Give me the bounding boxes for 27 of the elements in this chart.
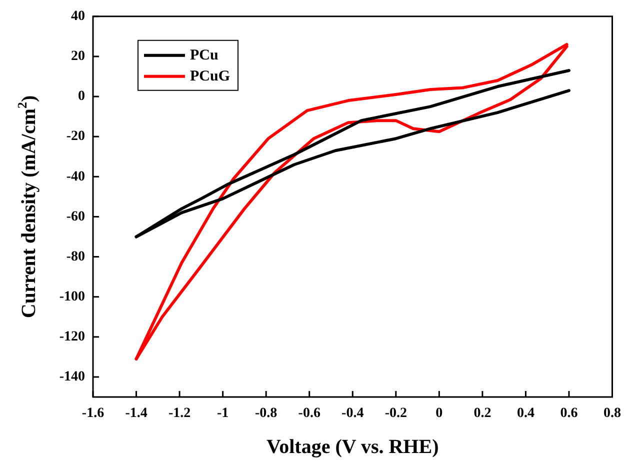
- x-tick-label: 0.6: [560, 406, 578, 422]
- x-tick-label: -1.4: [125, 406, 148, 422]
- y-tick-label: 40: [71, 9, 85, 24]
- legend-label: PCuG: [190, 68, 230, 84]
- y-tick-label: -120: [59, 330, 85, 345]
- x-tick-label: -0.4: [342, 406, 364, 422]
- y-tick-label: -140: [59, 370, 85, 385]
- x-tick-label: -1: [216, 406, 229, 422]
- x-tick-label: -1.6: [82, 406, 104, 422]
- legend-label: PCu: [190, 47, 218, 64]
- x-tick-label: 0.2: [474, 406, 492, 422]
- x-tick-label: -0.8: [254, 406, 278, 422]
- x-tick-label: -0.6: [298, 406, 320, 422]
- y-tick-label: -20: [66, 129, 85, 144]
- x-axis-title: Voltage (V vs. RHE): [266, 436, 439, 458]
- x-tick-label: 0: [436, 406, 443, 422]
- y-axis-title: Current density (mA/cm2): [14, 95, 40, 318]
- y-tick-label: -100: [59, 289, 85, 304]
- y-tick-label: -60: [66, 209, 85, 224]
- x-tick-label: 0.4: [516, 406, 534, 422]
- x-tick-label: 0.8: [604, 406, 621, 422]
- y-tick-label: -80: [66, 249, 85, 264]
- y-tick-label: 20: [71, 49, 85, 64]
- x-tick-label: -1.2: [168, 406, 191, 422]
- y-tick-label: -40: [66, 169, 85, 184]
- y-tick-label: 0: [78, 89, 85, 104]
- x-tick-label: -0.2: [384, 406, 407, 422]
